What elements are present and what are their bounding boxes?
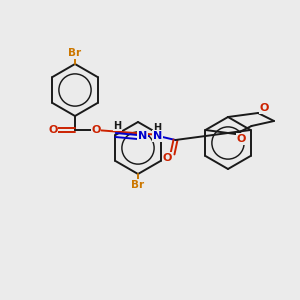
Text: O: O: [259, 103, 269, 113]
Text: N: N: [138, 131, 147, 141]
Text: N: N: [153, 131, 162, 141]
Text: Br: Br: [131, 180, 145, 190]
Text: Br: Br: [68, 48, 82, 58]
Text: H: H: [113, 121, 122, 131]
Text: O: O: [48, 125, 58, 135]
Text: H: H: [153, 123, 161, 133]
Text: O: O: [237, 134, 246, 144]
Text: O: O: [91, 125, 101, 135]
Text: O: O: [163, 153, 172, 163]
